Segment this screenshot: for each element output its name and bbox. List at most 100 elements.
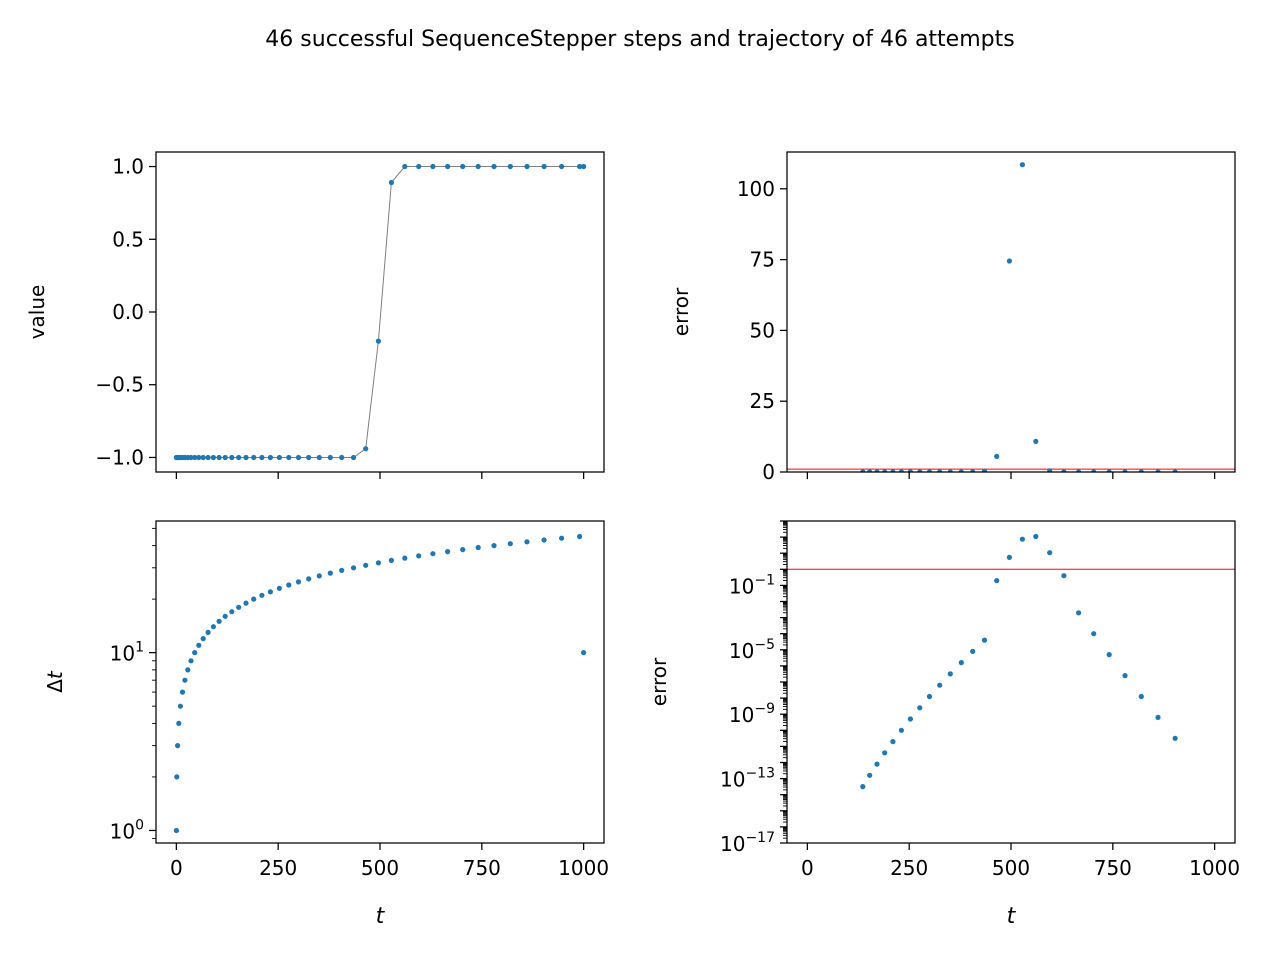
data-point — [205, 629, 211, 636]
data-point — [947, 671, 953, 677]
data-point — [1019, 536, 1025, 542]
error-linear-panel: 0 25 50 75 100 error — [669, 151, 1236, 484]
data-point — [1047, 550, 1053, 556]
y-axis-label: error — [647, 657, 671, 706]
data-point — [1006, 258, 1013, 264]
data-point — [327, 454, 333, 461]
data-point — [1076, 469, 1082, 472]
data-point — [388, 179, 394, 186]
data-point — [958, 469, 964, 472]
y-tick-label: 100 — [110, 817, 144, 843]
y-tick-label: 10−1 — [729, 572, 775, 598]
data-point — [243, 454, 249, 461]
plot-area — [173, 163, 587, 461]
data-point — [177, 703, 183, 709]
data-point — [185, 667, 191, 673]
data-point — [994, 453, 1000, 459]
data-point — [1106, 652, 1112, 658]
data-point — [205, 454, 211, 461]
data-point — [236, 454, 242, 461]
y-tick-label: 50 — [750, 318, 775, 342]
data-point — [363, 562, 369, 568]
axes-frame — [155, 151, 605, 473]
y-axis-label: value — [25, 285, 49, 340]
data-point — [445, 163, 451, 170]
data-point — [236, 604, 242, 610]
data-point — [175, 743, 181, 749]
data-point — [491, 163, 497, 170]
data-point — [907, 469, 913, 472]
figure-title: 46 successful SequenceStepper steps and … — [265, 27, 1014, 52]
y-tick-label: 10−9 — [729, 701, 775, 727]
x-tick-label: 250 — [890, 856, 928, 880]
data-point — [874, 469, 880, 472]
y-axis-label: Δt — [43, 670, 67, 693]
data-point — [507, 541, 513, 547]
data-point — [200, 636, 206, 642]
y-tick-label: 101 — [110, 640, 144, 666]
data-point — [475, 163, 481, 170]
data-point — [416, 553, 422, 559]
data-point — [475, 544, 481, 551]
data-point — [1155, 714, 1161, 721]
data-point — [339, 567, 345, 574]
data-point — [188, 658, 194, 664]
x-tick-label: 250 — [259, 856, 297, 880]
data-point — [402, 555, 408, 561]
data-point — [882, 750, 888, 756]
data-point — [259, 592, 265, 598]
data-point — [860, 784, 866, 790]
x-tick-label: 0 — [801, 856, 814, 880]
data-point — [1091, 469, 1097, 472]
y-tick-label: 0.5 — [112, 227, 144, 251]
y-tick-label: 1.0 — [112, 155, 144, 179]
data-point — [316, 454, 322, 461]
data-point — [559, 163, 565, 170]
data-point — [416, 163, 422, 170]
data-point — [874, 761, 880, 767]
data-point — [860, 469, 866, 472]
data-point — [276, 585, 282, 591]
data-point — [970, 648, 976, 655]
data-point — [229, 609, 235, 615]
data-point — [970, 469, 976, 472]
x-axis-label: t — [1007, 904, 1017, 929]
x-tick-label: 750 — [1094, 856, 1132, 880]
error-log-panel: 0 250 500 750 1000 t 10−17 10−13 10−9 10−5 10−1 err… — [647, 520, 1240, 929]
data-point — [306, 576, 312, 582]
data-point — [350, 454, 357, 461]
data-point — [173, 827, 179, 834]
data-point — [1122, 673, 1128, 679]
data-point — [581, 650, 587, 656]
data-point — [1061, 573, 1067, 579]
data-point — [1122, 469, 1128, 472]
data-point — [188, 454, 194, 461]
data-point — [276, 454, 282, 461]
data-point — [350, 565, 357, 571]
y-tick-label: 10−13 — [720, 766, 775, 792]
data-point — [182, 677, 188, 683]
data-point — [306, 454, 312, 461]
data-point — [981, 637, 988, 643]
data-point — [559, 535, 565, 541]
y-tick-label: −1.0 — [95, 445, 144, 469]
plot-area — [787, 162, 1235, 472]
data-point — [507, 163, 513, 170]
title-prefix: 46 successful — [265, 27, 421, 52]
data-point — [1076, 610, 1082, 616]
data-point — [1138, 469, 1144, 472]
y-tick-label: −0.5 — [95, 373, 144, 397]
data-point — [259, 454, 265, 461]
dt-panel: 0 250 500 750 1000 t 100 101 Δt — [43, 520, 609, 929]
data-point — [375, 338, 381, 344]
data-point — [524, 163, 530, 170]
data-point — [196, 642, 202, 648]
data-point — [222, 454, 228, 461]
data-point — [937, 682, 943, 688]
y-tick-label: 10−17 — [720, 830, 775, 856]
title-code: SequenceStepper — [421, 27, 617, 52]
data-point — [898, 727, 905, 733]
data-point — [200, 454, 206, 461]
data-point — [402, 163, 408, 170]
